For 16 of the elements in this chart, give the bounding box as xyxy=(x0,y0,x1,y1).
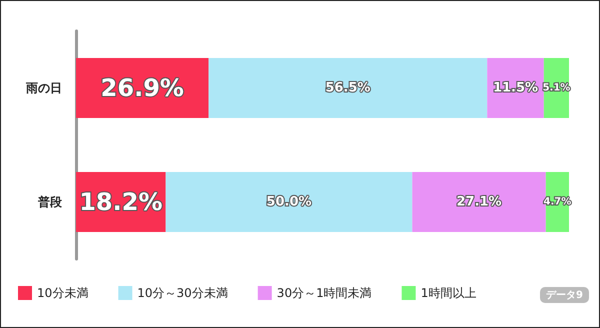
data-label: 11.5% xyxy=(492,80,538,96)
data-label: 56.5% xyxy=(325,80,370,96)
legend-label: 30分～1時間未満 xyxy=(276,286,372,300)
bar xyxy=(166,172,412,232)
y-tick-label: 雨の日 xyxy=(25,81,62,95)
data-label: 27.1% xyxy=(456,194,502,210)
legend-label: 10分未満 xyxy=(37,286,88,300)
data-label: 26.9% xyxy=(100,74,184,102)
legend-label: 1時間以上 xyxy=(420,286,476,300)
text: データ9 xyxy=(540,287,589,303)
legend-label: 10分～30分未満 xyxy=(137,286,228,300)
bar xyxy=(208,58,488,118)
data-label: 18.2% xyxy=(79,188,162,216)
data-label: 50.0% xyxy=(266,194,312,210)
bar xyxy=(412,172,546,232)
y-tick-label: 普段 xyxy=(37,195,63,209)
